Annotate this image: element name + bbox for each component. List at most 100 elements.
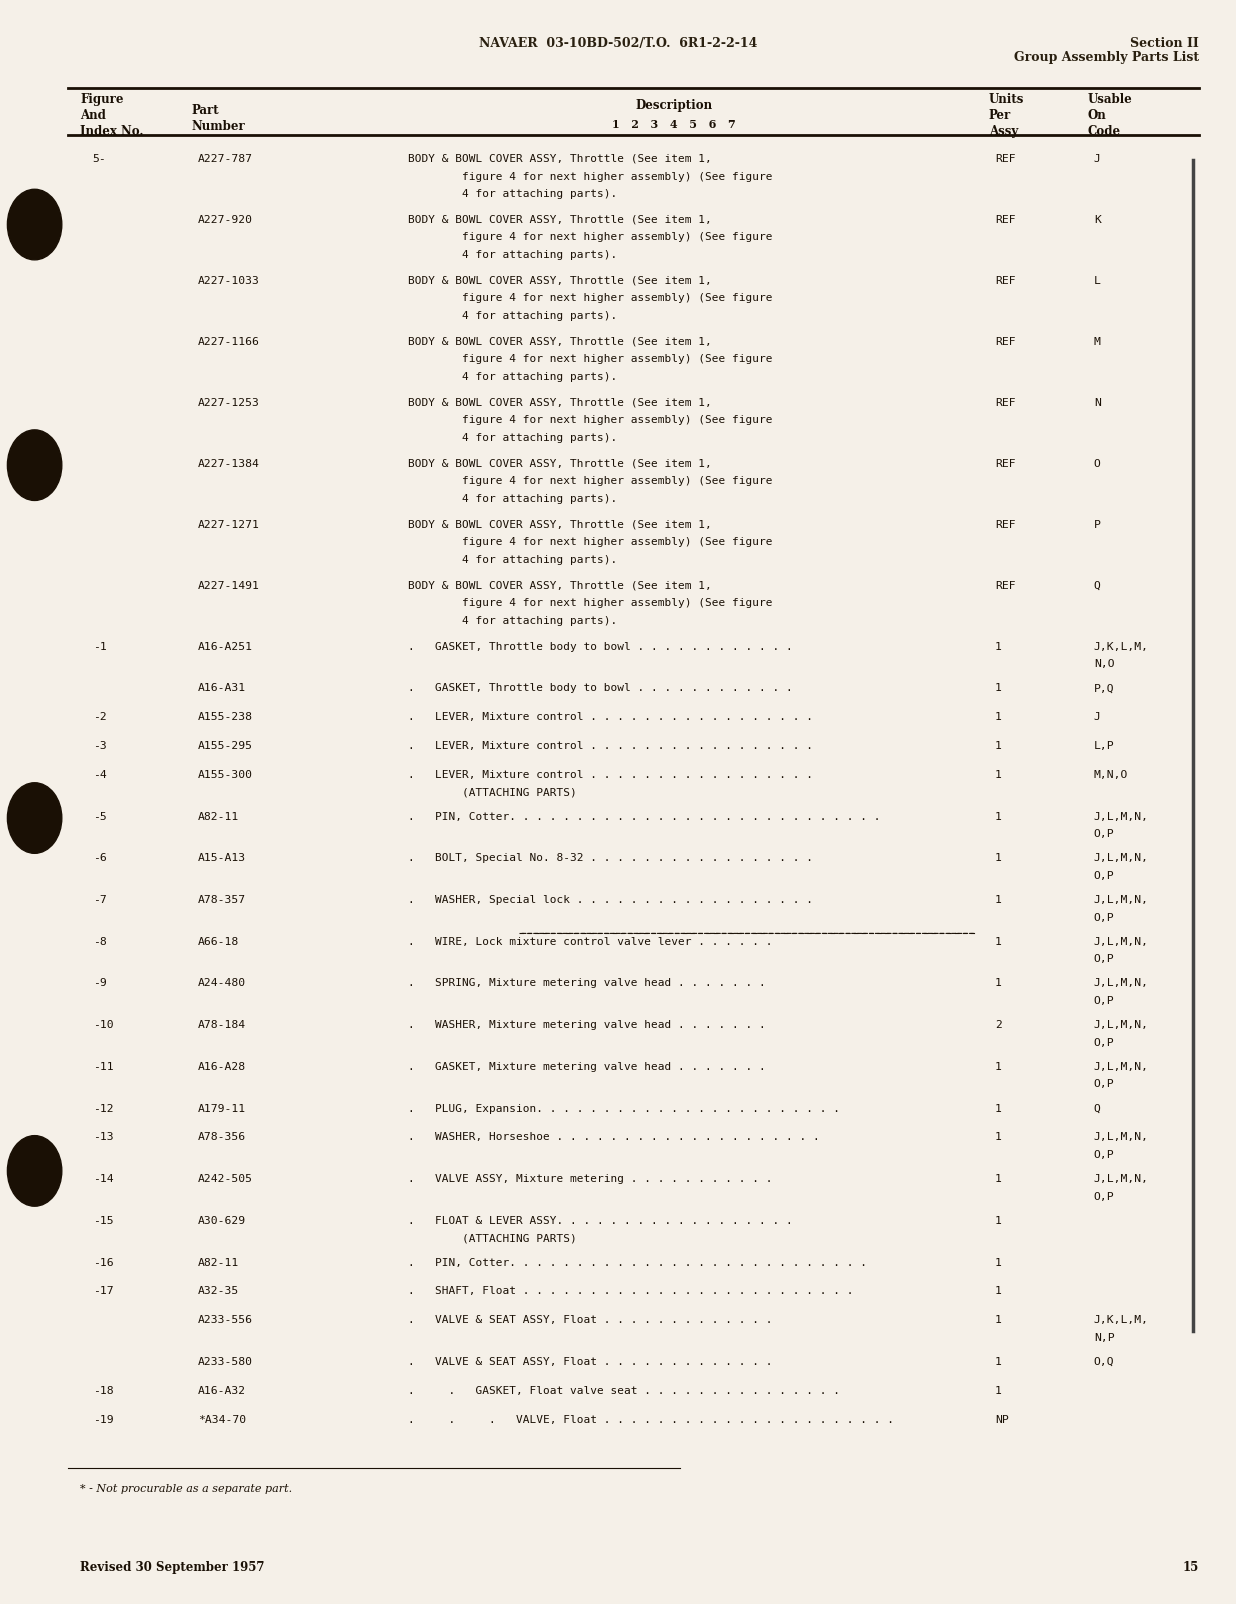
Text: Revised 30 September 1957: Revised 30 September 1957 [80, 1561, 265, 1574]
Text: .   GASKET, Throttle body to bowl . . . . . . . . . . . .: . GASKET, Throttle body to bowl . . . . … [408, 642, 792, 651]
Text: A242-505: A242-505 [198, 1174, 252, 1184]
Text: * - Not procurable as a separate part.: * - Not procurable as a separate part. [80, 1484, 293, 1493]
Text: M: M [1094, 337, 1101, 346]
Text: -17: -17 [93, 1286, 114, 1296]
Text: Assy: Assy [989, 125, 1018, 138]
Text: REF: REF [995, 154, 1016, 164]
Text: .   PLUG, Expansion. . . . . . . . . . . . . . . . . . . . . . .: . PLUG, Expansion. . . . . . . . . . . .… [408, 1104, 840, 1113]
Text: 1: 1 [995, 1104, 1002, 1113]
Text: A78-357: A78-357 [198, 895, 246, 905]
Text: A233-580: A233-580 [198, 1357, 252, 1367]
Text: .   LEVER, Mixture control . . . . . . . . . . . . . . . . .: . LEVER, Mixture control . . . . . . . .… [408, 770, 813, 780]
Text: 4 for attaching parts).: 4 for attaching parts). [408, 555, 617, 565]
Text: REF: REF [995, 276, 1016, 286]
Text: A30-629: A30-629 [198, 1216, 246, 1225]
Text: A155-238: A155-238 [198, 712, 252, 722]
Text: BODY & BOWL COVER ASSY, Throttle (See item 1,: BODY & BOWL COVER ASSY, Throttle (See it… [408, 398, 712, 407]
Text: A82-11: A82-11 [198, 812, 239, 821]
Text: A179-11: A179-11 [198, 1104, 246, 1113]
Text: REF: REF [995, 398, 1016, 407]
Text: figure 4 for next higher assembly) (See figure: figure 4 for next higher assembly) (See … [408, 172, 772, 181]
Text: 1: 1 [995, 1062, 1002, 1071]
Text: 1: 1 [995, 1386, 1002, 1395]
Text: .   VALVE & SEAT ASSY, Float . . . . . . . . . . . . .: . VALVE & SEAT ASSY, Float . . . . . . .… [408, 1315, 772, 1325]
Text: 1: 1 [995, 712, 1002, 722]
Text: (ATTACHING PARTS): (ATTACHING PARTS) [408, 788, 577, 797]
Text: J,L,M,N,: J,L,M,N, [1094, 978, 1148, 988]
Text: K: K [1094, 215, 1101, 225]
Text: .   SHAFT, Float . . . . . . . . . . . . . . . . . . . . . . . . .: . SHAFT, Float . . . . . . . . . . . . .… [408, 1286, 853, 1296]
Text: Description: Description [635, 99, 712, 112]
Text: -9: -9 [93, 978, 106, 988]
Text: -3: -3 [93, 741, 106, 751]
Text: Section II: Section II [1130, 37, 1199, 50]
Text: .   VALVE & SEAT ASSY, Float . . . . . . . . . . . . .: . VALVE & SEAT ASSY, Float . . . . . . .… [408, 1357, 772, 1367]
Text: -8: -8 [93, 937, 106, 946]
Text: J,L,M,N,: J,L,M,N, [1094, 1020, 1148, 1030]
Text: 1: 1 [995, 642, 1002, 651]
Text: 4 for attaching parts).: 4 for attaching parts). [408, 189, 617, 199]
Text: figure 4 for next higher assembly) (See figure: figure 4 for next higher assembly) (See … [408, 354, 772, 364]
Text: N: N [1094, 398, 1101, 407]
Circle shape [7, 430, 62, 500]
Text: BODY & BOWL COVER ASSY, Throttle (See item 1,: BODY & BOWL COVER ASSY, Throttle (See it… [408, 276, 712, 286]
Text: .   GASKET, Mixture metering valve head . . . . . . .: . GASKET, Mixture metering valve head . … [408, 1062, 765, 1071]
Text: O,P: O,P [1094, 913, 1115, 922]
Text: BODY & BOWL COVER ASSY, Throttle (See item 1,: BODY & BOWL COVER ASSY, Throttle (See it… [408, 459, 712, 468]
Text: .   BOLT, Special No. 8-32 . . . . . . . . . . . . . . . . .: . BOLT, Special No. 8-32 . . . . . . . .… [408, 853, 813, 863]
Text: O,P: O,P [1094, 996, 1115, 1006]
Text: A32-35: A32-35 [198, 1286, 239, 1296]
Text: figure 4 for next higher assembly) (See figure: figure 4 for next higher assembly) (See … [408, 598, 772, 608]
Text: P,Q: P,Q [1094, 683, 1115, 693]
Text: figure 4 for next higher assembly) (See figure: figure 4 for next higher assembly) (See … [408, 537, 772, 547]
Text: 1: 1 [995, 895, 1002, 905]
Text: A82-11: A82-11 [198, 1258, 239, 1267]
Text: 4 for attaching parts).: 4 for attaching parts). [408, 494, 617, 504]
Text: NAVAER  03-10BD-502/T.O.  6R1-2-2-14: NAVAER 03-10BD-502/T.O. 6R1-2-2-14 [478, 37, 758, 50]
Text: 4 for attaching parts).: 4 for attaching parts). [408, 372, 617, 382]
Circle shape [7, 189, 62, 260]
Text: A66-18: A66-18 [198, 937, 239, 946]
Text: REF: REF [995, 215, 1016, 225]
Text: 1: 1 [995, 1315, 1002, 1325]
Text: 15: 15 [1183, 1561, 1199, 1574]
Text: L: L [1094, 276, 1101, 286]
Text: .   PIN, Cotter. . . . . . . . . . . . . . . . . . . . . . . . . . .: . PIN, Cotter. . . . . . . . . . . . . .… [408, 1258, 866, 1267]
Text: BODY & BOWL COVER ASSY, Throttle (See item 1,: BODY & BOWL COVER ASSY, Throttle (See it… [408, 581, 712, 590]
Text: Q: Q [1094, 1104, 1101, 1113]
Text: BODY & BOWL COVER ASSY, Throttle (See item 1,: BODY & BOWL COVER ASSY, Throttle (See it… [408, 215, 712, 225]
Text: A227-920: A227-920 [198, 215, 252, 225]
Text: NP: NP [995, 1415, 1009, 1424]
Text: O,P: O,P [1094, 1192, 1115, 1201]
Text: Units: Units [989, 93, 1025, 106]
Text: -18: -18 [93, 1386, 114, 1395]
Text: figure 4 for next higher assembly) (See figure: figure 4 for next higher assembly) (See … [408, 476, 772, 486]
Text: O,Q: O,Q [1094, 1357, 1115, 1367]
Text: *A34-70: *A34-70 [198, 1415, 246, 1424]
Text: 1: 1 [995, 1216, 1002, 1225]
Text: 1: 1 [995, 683, 1002, 693]
Text: 4 for attaching parts).: 4 for attaching parts). [408, 616, 617, 626]
Text: .   WASHER, Special lock . . . . . . . . . . . . . . . . . .: . WASHER, Special lock . . . . . . . . .… [408, 895, 813, 905]
Text: figure 4 for next higher assembly) (See figure: figure 4 for next higher assembly) (See … [408, 415, 772, 425]
Text: .   WASHER, Mixture metering valve head . . . . . . .: . WASHER, Mixture metering valve head . … [408, 1020, 765, 1030]
Text: 1: 1 [995, 1286, 1002, 1296]
Text: Group Assembly Parts List: Group Assembly Parts List [1014, 51, 1199, 64]
Text: .   PIN, Cotter. . . . . . . . . . . . . . . . . . . . . . . . . . . .: . PIN, Cotter. . . . . . . . . . . . . .… [408, 812, 880, 821]
Text: .   GASKET, Throttle body to bowl . . . . . . . . . . . .: . GASKET, Throttle body to bowl . . . . … [408, 683, 792, 693]
Text: BODY & BOWL COVER ASSY, Throttle (See item 1,: BODY & BOWL COVER ASSY, Throttle (See it… [408, 154, 712, 164]
Text: A227-1384: A227-1384 [198, 459, 260, 468]
Text: A16-A28: A16-A28 [198, 1062, 246, 1071]
Text: A16-A32: A16-A32 [198, 1386, 246, 1395]
Text: 1: 1 [995, 978, 1002, 988]
Text: -16: -16 [93, 1258, 114, 1267]
Text: Index No.: Index No. [80, 125, 143, 138]
Text: .   WASHER, Horseshoe . . . . . . . . . . . . . . . . . . . .: . WASHER, Horseshoe . . . . . . . . . . … [408, 1132, 819, 1142]
Text: O,P: O,P [1094, 829, 1115, 839]
Text: -2: -2 [93, 712, 106, 722]
Text: A16-A31: A16-A31 [198, 683, 246, 693]
Text: -19: -19 [93, 1415, 114, 1424]
Text: .   FLOAT & LEVER ASSY. . . . . . . . . . . . . . . . . .: . FLOAT & LEVER ASSY. . . . . . . . . . … [408, 1216, 792, 1225]
Text: J,L,M,N,: J,L,M,N, [1094, 937, 1148, 946]
Text: A227-787: A227-787 [198, 154, 252, 164]
